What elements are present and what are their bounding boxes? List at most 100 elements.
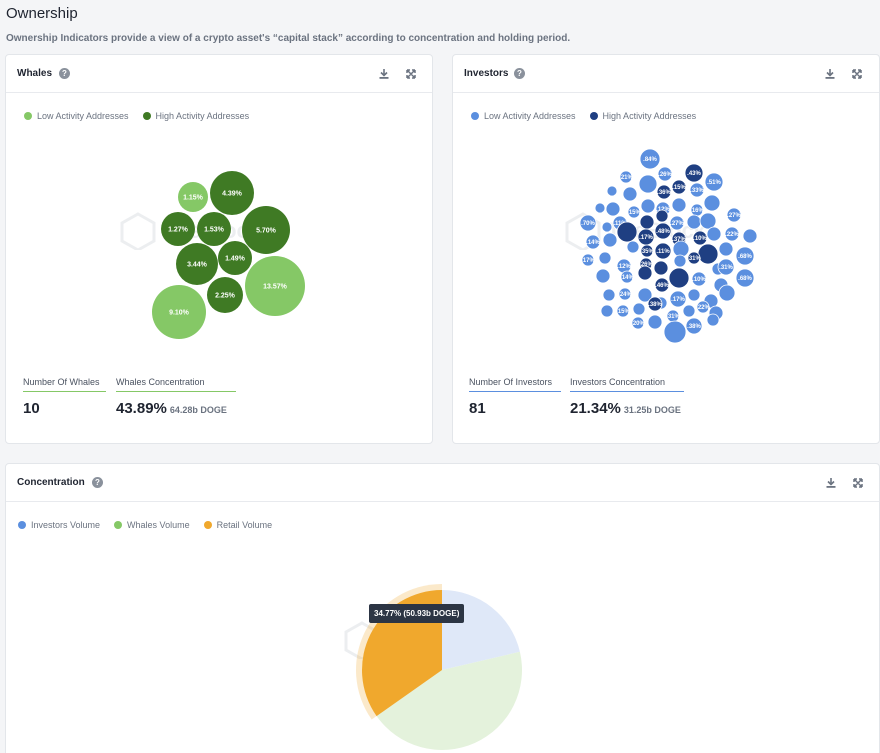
investor-bubble[interactable]: [742, 228, 758, 244]
investor-bubble[interactable]: .17%: [669, 290, 687, 308]
investor-bubble[interactable]: .15%: [616, 304, 630, 318]
investor-bubble[interactable]: [706, 226, 722, 242]
investor-bubble[interactable]: .68%: [735, 246, 755, 266]
investor-bubble[interactable]: .15%: [627, 205, 641, 219]
legend-item-low-activity[interactable]: Low Activity Addresses: [24, 111, 129, 121]
investor-bubble[interactable]: [697, 243, 719, 265]
investor-bubble[interactable]: [632, 302, 646, 316]
investor-bubble[interactable]: .11%: [654, 242, 672, 260]
investor-bubble[interactable]: .38%: [647, 296, 662, 312]
investor-bubble[interactable]: [703, 194, 721, 212]
investor-bubble[interactable]: [594, 202, 606, 214]
investor-bubble[interactable]: .43%: [684, 163, 704, 183]
investor-bubble[interactable]: .14%: [620, 270, 634, 284]
investor-bubble[interactable]: .84%: [639, 148, 661, 170]
whale-bubble[interactable]: 1.27%: [161, 212, 195, 246]
investor-bubble[interactable]: [602, 288, 616, 302]
investor-bubble[interactable]: [706, 313, 720, 327]
investor-bubble[interactable]: [598, 251, 612, 265]
whale-bubble[interactable]: 5.70%: [242, 206, 290, 254]
whale-bubble[interactable]: 13.57%: [245, 256, 305, 316]
investor-bubble[interactable]: [606, 185, 618, 197]
investor-bubble[interactable]: .15%: [671, 179, 686, 195]
investor-bubble[interactable]: [638, 174, 658, 194]
investor-bubble[interactable]: .31%: [687, 251, 701, 265]
investor-bubble[interactable]: [601, 221, 613, 233]
investor-bubble[interactable]: .51%: [704, 172, 724, 192]
whale-bubble[interactable]: 1.53%: [197, 212, 231, 246]
investor-bubble[interactable]: [622, 186, 638, 202]
investor-bubble[interactable]: [653, 260, 669, 276]
investor-bubble[interactable]: .16%: [690, 203, 704, 217]
investor-bubble[interactable]: [602, 232, 618, 248]
investor-bubble[interactable]: .21%: [619, 170, 633, 184]
investor-bubble[interactable]: [647, 314, 663, 330]
legend-item-high-activity[interactable]: High Activity Addresses: [589, 111, 696, 121]
investor-bubble[interactable]: .68%: [735, 268, 755, 288]
investor-bubble[interactable]: [637, 287, 653, 303]
investor-bubble[interactable]: .27%: [726, 207, 741, 223]
investor-bubble[interactable]: [718, 284, 736, 302]
investor-bubble[interactable]: .12%: [616, 258, 631, 274]
download-icon[interactable]: [824, 476, 838, 490]
investor-bubble[interactable]: .20%: [631, 316, 645, 330]
expand-icon[interactable]: [850, 67, 864, 81]
whale-bubble[interactable]: 9.10%: [152, 285, 206, 339]
whale-bubble[interactable]: 4.39%: [210, 171, 254, 215]
investor-bubble[interactable]: [663, 320, 687, 344]
investor-bubble[interactable]: .24%: [618, 287, 632, 301]
whale-bubble[interactable]: 2.25%: [207, 277, 243, 313]
help-icon[interactable]: ?: [59, 68, 70, 79]
investor-bubble[interactable]: [637, 265, 653, 281]
investor-bubble[interactable]: [718, 241, 734, 257]
whale-bubble[interactable]: 3.44%: [176, 243, 218, 285]
investor-bubble[interactable]: .33%: [689, 182, 704, 198]
investor-bubble[interactable]: .38%: [685, 317, 703, 335]
investor-bubble[interactable]: [655, 209, 669, 223]
legend-item-whales[interactable]: Whales Volume: [114, 520, 190, 530]
investor-bubble[interactable]: .10%: [692, 230, 707, 246]
investor-bubble[interactable]: [687, 288, 701, 302]
download-icon[interactable]: [823, 67, 837, 81]
investor-bubble[interactable]: [686, 214, 702, 230]
investor-bubble[interactable]: .36%: [656, 184, 671, 200]
investor-bubble[interactable]: [605, 201, 621, 217]
legend-item-high-activity[interactable]: High Activity Addresses: [142, 111, 249, 121]
investor-bubble[interactable]: .14%: [585, 234, 600, 250]
investor-bubble[interactable]: [671, 197, 687, 213]
download-icon[interactable]: [377, 67, 391, 81]
whale-bubble[interactable]: 1.15%: [178, 182, 208, 212]
investor-bubble[interactable]: .48%: [654, 222, 672, 240]
investor-bubble[interactable]: [600, 304, 614, 318]
investor-bubble[interactable]: .17%: [637, 228, 655, 246]
investor-bubble[interactable]: [639, 214, 655, 230]
help-icon[interactable]: ?: [514, 68, 525, 79]
investor-bubble[interactable]: .35%: [640, 244, 654, 258]
expand-icon[interactable]: [404, 67, 418, 81]
investor-bubble[interactable]: .10%: [691, 271, 706, 287]
investor-bubble[interactable]: [673, 254, 687, 268]
legend-item-retail[interactable]: Retail Volume: [203, 520, 272, 530]
pie-slice-whales-volume[interactable]: [376, 651, 523, 751]
investor-bubble[interactable]: .22%: [724, 226, 739, 242]
investor-bubble[interactable]: .70%: [579, 214, 597, 232]
investor-bubble[interactable]: .31%: [717, 258, 735, 276]
investor-bubble[interactable]: .46%: [654, 277, 669, 293]
whale-bubble[interactable]: 1.49%: [218, 241, 252, 275]
investor-bubble[interactable]: .27%: [669, 215, 684, 231]
investor-bubble[interactable]: [640, 198, 656, 214]
expand-icon[interactable]: [851, 476, 865, 490]
investor-bubble[interactable]: .31%: [666, 309, 680, 323]
investor-bubble[interactable]: [682, 304, 696, 318]
investor-bubble[interactable]: [595, 268, 611, 284]
investor-bubble[interactable]: [668, 267, 690, 289]
help-icon[interactable]: ?: [92, 477, 103, 488]
investor-bubble[interactable]: [616, 221, 638, 243]
investor-bubble[interactable]: .17%: [581, 253, 595, 267]
legend-item-investors[interactable]: Investors Volume: [18, 520, 100, 530]
investor-bubble[interactable]: [672, 240, 690, 258]
investor-bubble[interactable]: .26%: [657, 166, 672, 182]
legend-item-low-activity[interactable]: Low Activity Addresses: [471, 111, 576, 121]
investor-bubble[interactable]: [626, 240, 640, 254]
investor-bubble[interactable]: .22%: [696, 300, 710, 314]
